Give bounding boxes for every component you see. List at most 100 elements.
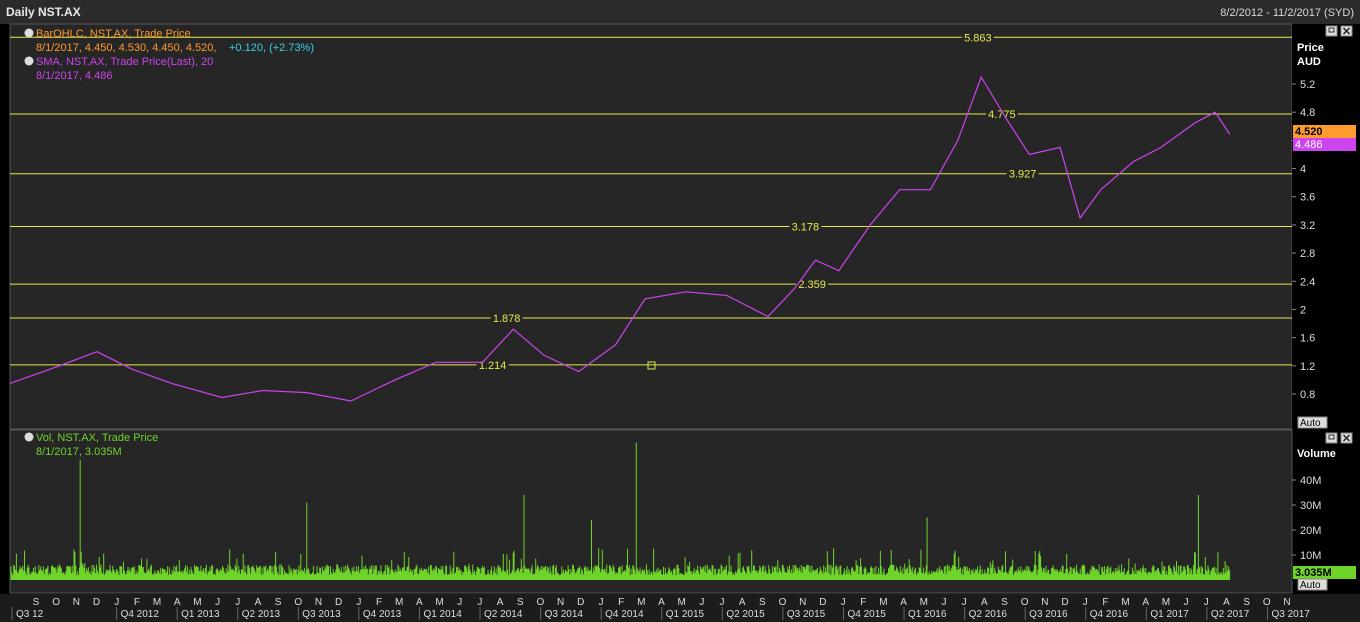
month-label: N: [1041, 597, 1048, 608]
quarter-label: Q4 2012: [121, 609, 160, 620]
month-label: J: [941, 597, 946, 608]
month-label: A: [416, 597, 423, 608]
month-label: F: [1102, 597, 1108, 608]
legend-sma-icon[interactable]: [24, 56, 34, 66]
month-label: N: [557, 597, 564, 608]
month-label: D: [1061, 597, 1068, 608]
month-label: M: [879, 597, 887, 608]
price-axis-area: [1292, 24, 1358, 429]
legend-ohlc-values: 8/1/2017, 4.450, 4.530, 4.450, 4.520,: [36, 42, 216, 54]
price-auto-label: Auto: [1300, 418, 1321, 429]
quarter-label: Q4 2016: [1090, 609, 1129, 620]
line-value-label: 5.863: [964, 32, 992, 44]
month-label: S: [517, 597, 524, 608]
month-label: O: [1263, 597, 1271, 608]
price-tick-label: 2.4: [1300, 276, 1315, 288]
month-label: A: [255, 597, 262, 608]
quarter-label: Q1 2013: [181, 609, 220, 620]
quarter-labels: Q3 12 Q4 2012 Q1 2013 Q2 2013 Q3 2013 Q4 2013…: [11, 607, 1310, 620]
volume-axis-title: Volume: [1297, 448, 1336, 460]
month-label: S: [759, 597, 766, 608]
month-label: J: [841, 597, 846, 608]
month-label: J: [457, 597, 462, 608]
line-value-label: 4.775: [988, 109, 1016, 121]
price-tick-label: 2: [1300, 304, 1306, 316]
month-label: O: [52, 597, 60, 608]
month-label: D: [819, 597, 826, 608]
month-label: A: [497, 597, 504, 608]
sma-tag: 4.486: [1295, 139, 1323, 151]
quarter-label: Q2 2016: [969, 609, 1008, 620]
sma-tag-bg: [1293, 138, 1356, 151]
line-value-label: 3.178: [792, 221, 820, 233]
window-title: Daily NST.AX: [6, 5, 81, 19]
legend-ohlc-name: BarOHLC, NST.AX, Trade Price: [36, 28, 191, 40]
volume-plot-area[interactable]: [9, 429, 1293, 594]
legend-ohlc-icon[interactable]: [24, 28, 34, 38]
price-auto-button[interactable]: [1297, 416, 1328, 429]
quarter-label: Q1 2015: [666, 609, 705, 620]
quarter-label: Q1 2014: [423, 609, 462, 620]
month-label: A: [1223, 597, 1230, 608]
month-label: J: [1204, 597, 1209, 608]
volume-bars[interactable]: [10, 548, 1231, 580]
quarter-label: Q1 2016: [908, 609, 947, 620]
month-label: J: [1083, 597, 1088, 608]
month-label: J: [356, 597, 361, 608]
month-label: F: [376, 597, 382, 608]
price-axis-title: Price: [1297, 42, 1324, 54]
month-label: O: [1021, 597, 1029, 608]
quarter-label: Q2 2015: [726, 609, 765, 620]
legend-sma-values: 8/1/2017, 4.486: [36, 70, 112, 82]
pane-close-glyph: [1342, 27, 1351, 35]
price-tick-label: 3.2: [1300, 220, 1315, 232]
legend-volume-name: Vol, NST.AX, Trade Price: [36, 432, 158, 444]
month-label: M: [153, 597, 161, 608]
month-label: M: [637, 597, 645, 608]
quarter-label: Q3 2013: [302, 609, 341, 620]
month-label: D: [93, 597, 100, 608]
quarter-label: Q3 12: [16, 609, 44, 620]
line-label-bg: [476, 358, 509, 371]
month-label: M: [435, 597, 443, 608]
quarter-label: Q1 2017: [1150, 609, 1189, 620]
quarter-label: Q3 2016: [1029, 609, 1068, 620]
volume-auto-button[interactable]: [1297, 578, 1328, 591]
month-label: N: [73, 597, 80, 608]
month-label: J: [215, 597, 220, 608]
legend-volume-icon[interactable]: [24, 432, 34, 442]
month-label: M: [395, 597, 403, 608]
month-label: S: [33, 597, 40, 608]
month-label: N: [315, 597, 322, 608]
legend-volume-values: 8/1/2017, 3.035M: [36, 446, 122, 458]
month-label: J: [1184, 597, 1189, 608]
price-tick-label: 1.6: [1300, 333, 1315, 345]
sma-series[interactable]: [9, 75, 1231, 402]
month-label: J: [720, 597, 725, 608]
quarter-label: Q3 2015: [787, 609, 826, 620]
volume-auto-label: Auto: [1300, 580, 1321, 591]
month-label: J: [477, 597, 482, 608]
pane-maximize-glyph: [1328, 27, 1335, 33]
quarter-label: Q3 2017: [1271, 609, 1310, 620]
quarter-label: Q2 2013: [242, 609, 281, 620]
pane-maximize-icon[interactable]: [1325, 25, 1338, 37]
month-label: F: [618, 597, 624, 608]
month-label: D: [335, 597, 342, 608]
price-tick-label: 3.6: [1300, 192, 1315, 204]
time-axis[interactable]: [0, 594, 1360, 622]
line-label-bg: [985, 107, 1018, 120]
anchor-handle[interactable]: [647, 361, 656, 370]
volume-pane-maximize-icon[interactable]: [1325, 432, 1338, 444]
month-label: F: [134, 597, 140, 608]
price-tick-label: 2.8: [1300, 248, 1315, 260]
volume-pane-maximize-glyph: [1328, 434, 1335, 440]
quarter-label: Q4 2015: [847, 609, 886, 620]
volume-tick-label: 40M: [1300, 475, 1321, 487]
price-tick-label: 4: [1300, 164, 1306, 176]
month-label: N: [799, 597, 806, 608]
month-label: M: [193, 597, 201, 608]
last-volume-tag-bg: [1293, 566, 1356, 579]
month-label: M: [1162, 597, 1170, 608]
month-label: F: [860, 597, 866, 608]
